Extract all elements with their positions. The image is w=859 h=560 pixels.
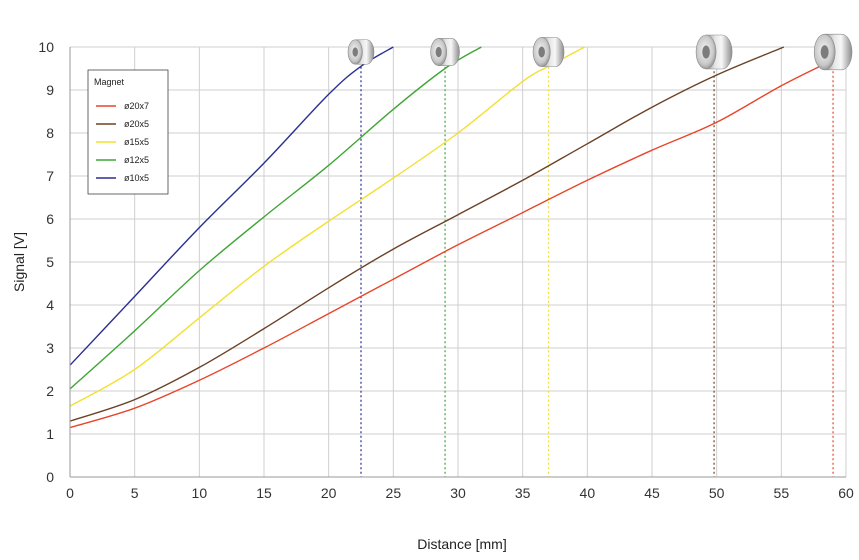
legend-item-label: ø20x7 (124, 101, 149, 111)
y-tick-label: 10 (38, 39, 54, 55)
x-axis-title: Distance [mm] (417, 536, 506, 552)
y-axis-title: Signal [V] (11, 232, 27, 292)
magnet-hole (702, 45, 710, 59)
x-tick-label: 45 (644, 485, 660, 501)
y-tick-label: 5 (46, 254, 54, 270)
x-tick-label: 25 (386, 485, 402, 501)
magnet-hole (820, 45, 829, 59)
legend-title: Magnet (94, 77, 125, 87)
x-tick-label: 20 (321, 485, 337, 501)
series-line (69, 46, 394, 366)
y-tick-label: 6 (46, 211, 54, 227)
x-tick-label: 40 (580, 485, 596, 501)
ring-magnet-icon (430, 38, 460, 66)
x-tick-label: 5 (131, 485, 139, 501)
reference-lines (360, 57, 834, 477)
y-tick-label: 8 (46, 125, 54, 141)
series-lines (69, 46, 834, 429)
grid (70, 46, 847, 477)
x-tick-label: 30 (450, 485, 466, 501)
y-tick-label: 4 (46, 297, 54, 313)
series-line (69, 46, 785, 422)
legend-box (87, 69, 169, 195)
x-tick-label: 55 (774, 485, 790, 501)
x-tick-label: 0 (66, 485, 74, 501)
y-tick-label: 0 (46, 469, 54, 485)
x-tick-label: 15 (256, 485, 272, 501)
y-tick-label: 2 (46, 383, 54, 399)
legend-item-label: ø20x5 (124, 119, 149, 129)
magnet-hole (538, 46, 545, 58)
x-tick-label: 35 (515, 485, 531, 501)
y-tick-label: 7 (46, 168, 54, 184)
series-line (69, 59, 834, 429)
x-tick-label: 60 (838, 485, 854, 501)
series-line (69, 46, 482, 390)
y-tick-label: 1 (46, 426, 54, 442)
ring-magnet-icon (347, 39, 375, 65)
series-line (69, 46, 586, 407)
y-tick-label: 9 (46, 82, 54, 98)
y-tick-label: 3 (46, 340, 54, 356)
x-tick-label: 50 (709, 485, 725, 501)
x-tick-label: 10 (192, 485, 208, 501)
legend-item-label: ø10x5 (124, 173, 149, 183)
magnet-pictures (347, 33, 853, 71)
ring-magnet-icon (695, 34, 733, 70)
magnet-hole (435, 46, 442, 58)
ring-magnet-icon (532, 37, 565, 67)
legend-item-label: ø12x5 (124, 155, 149, 165)
magnet-hole (352, 47, 358, 57)
legend: Magnet ø20x7 ø20x5 ø15x5 ø12x5 ø10x5 (87, 69, 169, 195)
legend-item-label: ø15x5 (124, 137, 149, 147)
ring-magnet-icon (813, 33, 853, 71)
